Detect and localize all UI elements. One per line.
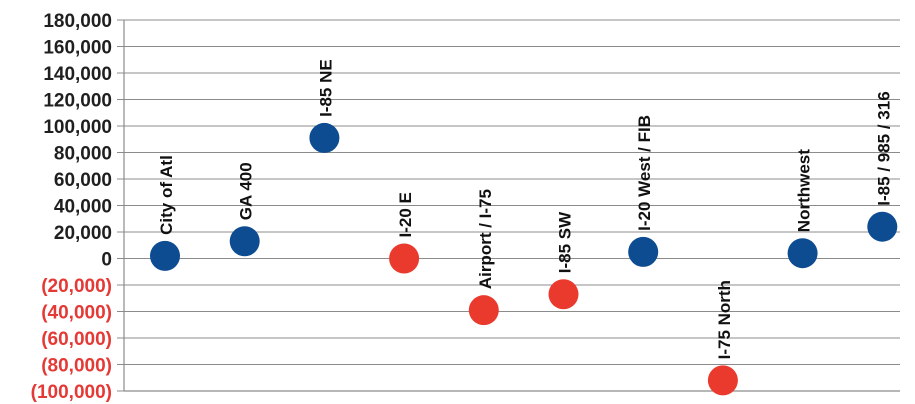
data-label: I-75 North — [715, 280, 734, 359]
data-label: Airport / I-75 — [476, 189, 495, 289]
data-label: I-20 West / FIB — [635, 115, 654, 231]
axis-layer — [117, 19, 900, 392]
data-point — [787, 238, 818, 269]
label-layer: 180,000 160,000 140,000 120,000 100,000 80,00… — [31, 11, 894, 403]
y-tick-label: 120,000 — [43, 91, 112, 112]
data-point — [309, 122, 340, 153]
data-label: I-20 E — [396, 192, 415, 237]
data-point — [389, 243, 420, 274]
data-point — [548, 279, 579, 310]
data-point — [867, 211, 898, 242]
y-tick-label: (60,000) — [41, 329, 112, 350]
y-tick-label: 160,000 — [43, 38, 112, 59]
y-tick-label: 140,000 — [43, 64, 112, 85]
data-point — [229, 226, 260, 257]
point-layer — [150, 122, 898, 396]
data-label: City of Atl — [157, 155, 176, 235]
data-point — [150, 240, 180, 271]
y-tick-label: 20,000 — [54, 223, 112, 244]
data-label: I-85 SW — [556, 211, 575, 273]
y-tick-label: 60,000 — [54, 170, 112, 191]
data-point — [707, 365, 738, 396]
y-tick-label: 0 — [101, 250, 112, 271]
data-label: GA 400 — [237, 162, 256, 220]
y-tick-label: 100,000 — [43, 117, 112, 138]
y-tick-label: 80,000 — [54, 144, 112, 165]
y-tick-label: (20,000) — [41, 276, 112, 297]
y-tick-label: (100,000) — [31, 382, 112, 403]
grid-layer — [124, 19, 900, 392]
y-tick-label: (80,000) — [41, 356, 112, 377]
data-label: I-85 / 985 / 316 — [874, 91, 893, 205]
data-point — [628, 236, 659, 267]
y-tick-label: 180,000 — [43, 11, 112, 32]
data-label: I-85 NE — [316, 59, 335, 117]
y-tick-label: 40,000 — [54, 197, 112, 218]
y-tick-label: (40,000) — [41, 303, 112, 324]
data-label: Northwest — [795, 149, 814, 232]
data-point — [468, 295, 499, 326]
